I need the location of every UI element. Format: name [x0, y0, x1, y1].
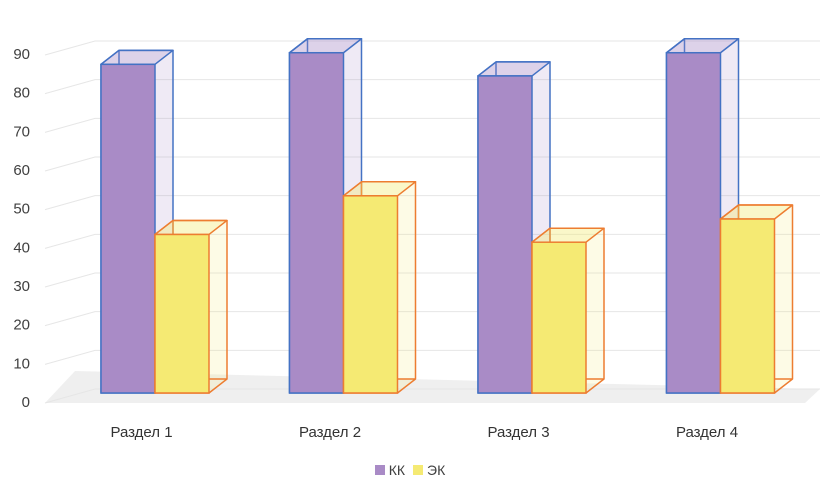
y-tick-label: 90 — [13, 46, 30, 63]
y-tick-label: 60 — [13, 162, 30, 179]
y-tick-label: 80 — [13, 85, 30, 102]
y-tick-label: 50 — [13, 201, 30, 218]
y-tick-label: 20 — [13, 317, 30, 334]
bar-front-face — [100, 63, 156, 394]
floor-plane — [45, 371, 820, 403]
gridline — [44, 79, 820, 95]
bar-ek-3 — [531, 227, 605, 394]
x-category-label: Раздел 4 — [676, 424, 738, 441]
chart-floor — [45, 371, 820, 403]
legend-swatch — [413, 465, 424, 475]
gridline — [44, 40, 820, 56]
bar-front-face — [719, 218, 776, 394]
y-tick-label: 70 — [13, 123, 30, 140]
bar-front-face — [154, 233, 210, 394]
bar-ek-2 — [342, 181, 417, 394]
x-axis-categories: Раздел 1 Раздел 2 Раздел 3 Раздел 4 — [110, 424, 738, 441]
legend: КК ЭК — [0, 462, 820, 478]
bar-ek-1 — [154, 219, 228, 394]
legend-item: ЭК — [413, 462, 445, 478]
gridline — [44, 117, 820, 133]
bar-front-face — [342, 195, 399, 394]
gridline — [44, 156, 820, 172]
bar-front-face — [665, 51, 722, 394]
y-axis-ticks: 0 10 20 30 40 50 60 70 80 90 — [13, 46, 30, 411]
x-category-label: Раздел 1 — [110, 424, 172, 441]
legend-item: КК — [374, 462, 406, 478]
bar-front-face — [288, 51, 345, 394]
gridline — [44, 233, 820, 249]
bars — [100, 37, 794, 394]
bar-front-face — [531, 241, 587, 394]
y-tick-label: 40 — [13, 239, 30, 256]
gridline — [44, 195, 820, 211]
bar-kk-2 — [288, 37, 363, 394]
x-category-label: Раздел 3 — [487, 424, 549, 441]
x-category-label: Раздел 2 — [299, 424, 361, 441]
legend-label: ЭК — [427, 462, 446, 478]
bar-front-face — [477, 75, 533, 394]
bar-ek-4 — [719, 204, 794, 394]
y-tick-label: 30 — [13, 278, 30, 295]
y-tick-label: 0 — [22, 394, 30, 411]
legend-swatch — [374, 465, 385, 475]
legend-label: КК — [388, 462, 406, 478]
y-tick-label: 10 — [13, 355, 30, 372]
